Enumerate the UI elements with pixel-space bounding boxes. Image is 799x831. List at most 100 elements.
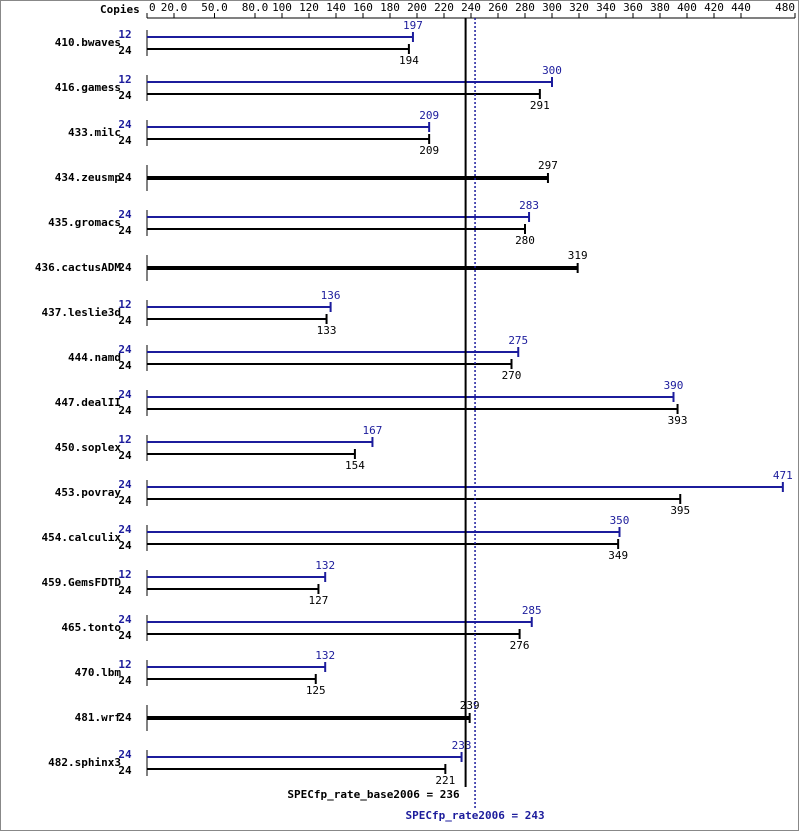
value-label: 154 bbox=[345, 459, 365, 472]
benchmark-name: 465.tonto bbox=[61, 621, 121, 634]
value-label: 127 bbox=[309, 594, 329, 607]
value-label: 276 bbox=[510, 639, 530, 652]
x-tick-label: 0 bbox=[149, 1, 156, 14]
copies-label: 24 bbox=[118, 629, 132, 642]
copies-label: 24 bbox=[118, 613, 132, 626]
x-tick-label: 80.0 bbox=[242, 1, 269, 14]
value-label: 390 bbox=[664, 379, 684, 392]
value-label: 197 bbox=[403, 19, 423, 32]
benchmark-name: 450.soplex bbox=[55, 441, 122, 454]
benchmark-name: 410.bwaves bbox=[55, 36, 121, 49]
x-tick-label: 340 bbox=[596, 1, 616, 14]
copies-label: 24 bbox=[118, 523, 132, 536]
value-label: 233 bbox=[452, 739, 472, 752]
x-tick-label: 280 bbox=[515, 1, 535, 14]
copies-label: 12 bbox=[118, 658, 131, 671]
copies-label: 24 bbox=[118, 478, 132, 491]
x-tick-label: 240 bbox=[461, 1, 481, 14]
copies-label: 24 bbox=[118, 711, 132, 724]
value-label: 471 bbox=[773, 469, 793, 482]
benchmark-name: 444.namd bbox=[68, 351, 121, 364]
benchmark-name: 437.leslie3d bbox=[42, 306, 121, 319]
copies-label: 12 bbox=[118, 568, 131, 581]
x-tick-label: 380 bbox=[650, 1, 670, 14]
copies-label: 24 bbox=[118, 208, 132, 221]
copies-label: 24 bbox=[118, 748, 132, 761]
copies-label: 24 bbox=[118, 224, 132, 237]
value-label: 133 bbox=[317, 324, 337, 337]
x-tick-label: 120 bbox=[299, 1, 319, 14]
value-label: 319 bbox=[568, 249, 588, 262]
x-tick-label: 480 bbox=[775, 1, 795, 14]
x-tick-label: 160 bbox=[353, 1, 373, 14]
benchmark-name: 481.wrf bbox=[75, 711, 121, 724]
value-label: 136 bbox=[321, 289, 341, 302]
copies-label: 24 bbox=[118, 171, 132, 184]
value-label: 300 bbox=[542, 64, 562, 77]
value-label: 125 bbox=[306, 684, 326, 697]
benchmark-name: 453.povray bbox=[55, 486, 122, 499]
x-tick-label: 180 bbox=[380, 1, 400, 14]
value-label: 209 bbox=[419, 144, 439, 157]
copies-label: 12 bbox=[118, 73, 131, 86]
x-tick-label: 50.0 bbox=[201, 1, 228, 14]
x-tick-label: 140 bbox=[326, 1, 346, 14]
copies-label: 24 bbox=[118, 314, 132, 327]
x-tick-label: 200 bbox=[407, 1, 427, 14]
value-label: 132 bbox=[315, 559, 335, 572]
copies-label: 24 bbox=[118, 44, 132, 57]
copies-label: 24 bbox=[118, 494, 132, 507]
value-label: 167 bbox=[363, 424, 383, 437]
value-label: 393 bbox=[668, 414, 688, 427]
x-tick-label: 20.0 bbox=[161, 1, 188, 14]
x-tick-label: 220 bbox=[434, 1, 454, 14]
benchmark-name: 459.GemsFDTD bbox=[42, 576, 122, 589]
benchmark-name: 434.zeusmp bbox=[55, 171, 122, 184]
value-label: 132 bbox=[315, 649, 335, 662]
x-tick-label: 400 bbox=[677, 1, 697, 14]
copies-label: 24 bbox=[118, 261, 132, 274]
copies-label: 24 bbox=[118, 404, 132, 417]
copies-label: 24 bbox=[118, 449, 132, 462]
copies-label: 24 bbox=[118, 388, 132, 401]
x-tick-label: 260 bbox=[488, 1, 508, 14]
value-label: 280 bbox=[515, 234, 535, 247]
copies-label: 24 bbox=[118, 343, 132, 356]
benchmark-name: 470.lbm bbox=[75, 666, 122, 679]
value-label: 291 bbox=[530, 99, 550, 112]
x-tick-label: 360 bbox=[623, 1, 643, 14]
copies-label: 12 bbox=[118, 28, 131, 41]
copies-label: 12 bbox=[118, 433, 131, 446]
value-label: 285 bbox=[522, 604, 542, 617]
x-tick-label: 300 bbox=[542, 1, 562, 14]
benchmark-name: 416.gamess bbox=[55, 81, 121, 94]
benchmark-name: 482.sphinx3 bbox=[48, 756, 121, 769]
x-tick-label: 320 bbox=[569, 1, 589, 14]
value-label: 395 bbox=[670, 504, 690, 517]
reference-label: SPECfp_rate2006 = 243 bbox=[406, 809, 545, 822]
value-label: 349 bbox=[608, 549, 628, 562]
copies-label: 24 bbox=[118, 134, 132, 147]
copies-label: 24 bbox=[118, 89, 132, 102]
x-tick-label: 100 bbox=[272, 1, 292, 14]
copies-label: 24 bbox=[118, 359, 132, 372]
benchmark-name: 454.calculix bbox=[42, 531, 122, 544]
benchmark-name: 433.milc bbox=[68, 126, 121, 139]
copies-label: 24 bbox=[118, 584, 132, 597]
benchmark-name: 435.gromacs bbox=[48, 216, 121, 229]
value-label: 221 bbox=[435, 774, 455, 787]
value-label: 275 bbox=[508, 334, 528, 347]
axis-label: Copies bbox=[100, 3, 140, 16]
copies-label: 24 bbox=[118, 118, 132, 131]
copies-label: 24 bbox=[118, 674, 132, 687]
benchmark-name: 447.dealII bbox=[55, 396, 121, 409]
benchmark-name: 436.cactusADM bbox=[35, 261, 121, 274]
value-label: 350 bbox=[610, 514, 630, 527]
value-label: 209 bbox=[419, 109, 439, 122]
copies-label: 24 bbox=[118, 764, 132, 777]
x-tick-label: 440 bbox=[731, 1, 751, 14]
value-label: 194 bbox=[399, 54, 419, 67]
copies-label: 24 bbox=[118, 539, 132, 552]
